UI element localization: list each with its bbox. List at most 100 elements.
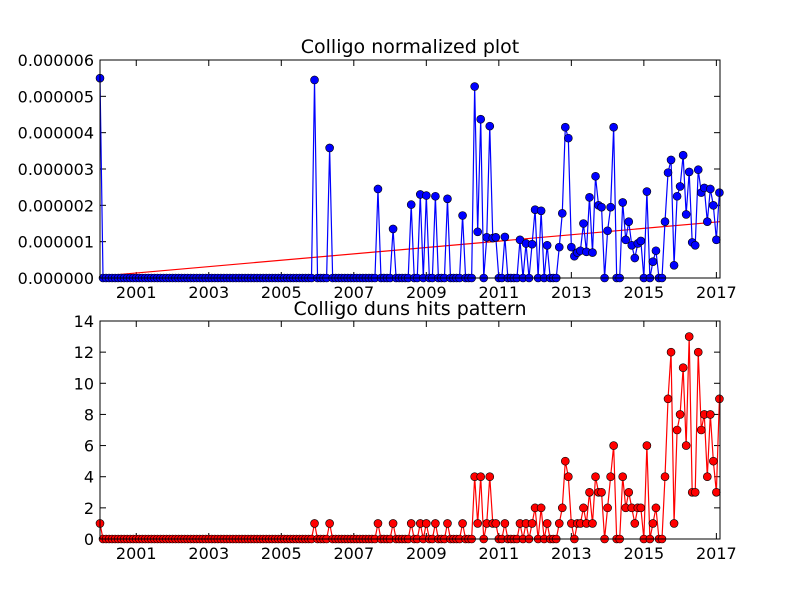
data-point — [473, 227, 482, 237]
data-point — [618, 472, 628, 482]
data-point — [636, 503, 646, 513]
data-point — [606, 472, 615, 482]
data-point — [709, 201, 718, 210]
duns-hits-frame — [99, 320, 721, 540]
data-point — [473, 519, 482, 528]
data-point — [597, 487, 606, 497]
data-point — [373, 519, 383, 528]
data-point — [564, 133, 573, 143]
x-tick-label: 2017 — [696, 283, 737, 302]
data-point — [669, 260, 679, 270]
data-point — [630, 519, 640, 528]
data-point — [660, 472, 670, 482]
y-tick-label: 0.000006 — [18, 51, 94, 70]
x-tick-label: 2013 — [551, 544, 592, 563]
data-point — [536, 503, 546, 513]
normalized-plot-title: Colligo normalized plot — [301, 36, 519, 58]
data-point — [585, 487, 594, 497]
data-point — [678, 150, 688, 160]
data-point — [476, 114, 486, 124]
y-tick-label: 4 — [84, 468, 94, 487]
data-point — [648, 257, 658, 266]
data-point — [591, 171, 600, 181]
data-point — [527, 239, 537, 249]
data-point — [422, 191, 431, 200]
data-point — [712, 235, 721, 245]
data-point — [672, 191, 682, 201]
data-point — [443, 519, 452, 528]
data-point — [690, 487, 700, 497]
data-point — [491, 519, 501, 528]
duns-hits-title: Colligo duns hits pattern — [293, 298, 526, 320]
y-tick-label: 0.000004 — [18, 124, 94, 143]
data-point — [663, 168, 673, 177]
data-point — [554, 519, 564, 528]
data-point — [603, 226, 612, 236]
data-point — [715, 394, 724, 404]
y-tick-label: 0 — [84, 530, 94, 549]
data-point — [709, 456, 718, 466]
data-point — [500, 232, 510, 242]
data-point — [406, 519, 416, 528]
data-point — [642, 187, 652, 196]
data-point — [588, 248, 597, 257]
x-tick-label: 2005 — [261, 544, 302, 563]
data-point — [636, 236, 646, 246]
data-point — [557, 209, 567, 218]
data-point — [458, 519, 467, 528]
data-point — [560, 122, 570, 132]
data-point — [618, 198, 628, 207]
data-point — [542, 519, 552, 528]
data-point — [706, 184, 715, 194]
data-point — [669, 519, 679, 528]
data-point — [642, 441, 652, 450]
data-point — [373, 184, 383, 194]
data-point — [693, 165, 703, 175]
x-tick-label: 2011 — [478, 283, 519, 302]
trend-line — [99, 221, 721, 277]
duns-hits-ticks: 2001 2003 2005 2007 2009 2011 2013 2015 2017 0 2 4 6… — [74, 312, 737, 563]
data-point — [672, 425, 682, 435]
y-tick-label: 0.000005 — [18, 87, 94, 106]
x-tick-label: 2009 — [406, 283, 447, 302]
normalized-plot-axes: Colligo normalized plot 2001 2003 2005 2007… — [18, 36, 737, 302]
data-point — [684, 167, 694, 177]
data-point — [603, 503, 612, 513]
data-point — [715, 188, 724, 197]
x-tick-label: 2001 — [116, 544, 157, 563]
normalized-plot-frame — [99, 59, 721, 279]
data-point — [485, 472, 495, 482]
data-point — [690, 241, 700, 250]
data-point — [712, 487, 721, 497]
x-tick-label: 2015 — [624, 283, 665, 302]
y-tick-label: 0.000001 — [18, 233, 94, 252]
data-point — [630, 253, 640, 263]
y-tick-label: 14 — [74, 312, 94, 331]
data-point — [325, 143, 334, 153]
x-tick-label: 2005 — [261, 283, 302, 302]
data-point — [660, 217, 670, 226]
data-point — [564, 472, 573, 482]
data-point — [542, 241, 552, 250]
data-point — [485, 121, 495, 131]
data-point — [648, 519, 658, 528]
data-point — [585, 193, 594, 202]
data-point — [703, 472, 712, 482]
normalized-plot-ticks: 2001 2003 2005 2007 2009 2011 2013 2015 2017 0.00… — [18, 51, 737, 302]
data-point — [500, 519, 510, 528]
x-tick-label: 2015 — [624, 544, 665, 563]
data-point — [388, 519, 398, 528]
data-point — [431, 519, 440, 528]
data-point — [681, 210, 691, 219]
data-point — [606, 202, 615, 212]
data-point — [527, 519, 537, 528]
data-point — [443, 194, 452, 204]
x-tick-label: 2013 — [551, 283, 592, 302]
x-tick-label: 2001 — [116, 283, 157, 302]
data-point — [678, 363, 688, 373]
y-tick-label: 0.000000 — [18, 269, 94, 288]
data-point — [560, 456, 570, 466]
data-point — [609, 441, 618, 450]
data-point — [591, 472, 600, 482]
x-tick-label: 2003 — [188, 544, 229, 563]
